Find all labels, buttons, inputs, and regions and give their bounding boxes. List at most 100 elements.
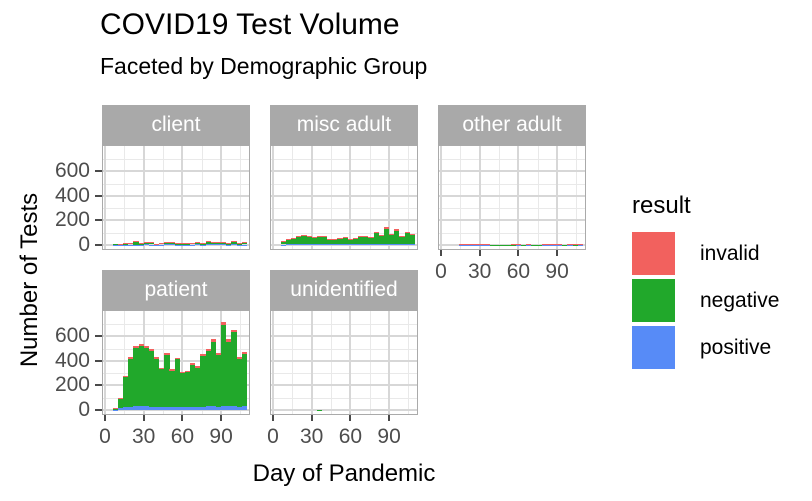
- bar-segment-negative: [190, 243, 196, 245]
- y-tick-label: 0: [78, 398, 90, 421]
- x-tick-label: 60: [170, 425, 195, 448]
- gridline-minor: [271, 208, 417, 210]
- gridline-major: [310, 146, 313, 249]
- legend-entry-invalid: invalid: [632, 232, 779, 275]
- bar-segment-invalid: [179, 371, 185, 374]
- bar-segment-positive: [226, 406, 232, 410]
- bar-segment-negative: [231, 332, 237, 407]
- bar-segment-negative: [205, 351, 211, 407]
- bar-segment-positive: [236, 406, 242, 410]
- bar-segment-invalid: [143, 346, 149, 348]
- gridline-minor: [103, 324, 249, 326]
- bar-segment-positive: [128, 406, 134, 410]
- gridline-major: [517, 146, 520, 249]
- bar-segment-positive: [215, 244, 222, 245]
- facet-strip-label: patient: [144, 278, 208, 301]
- bar-segment-positive: [316, 244, 323, 245]
- bar-segment-negative: [479, 243, 485, 245]
- bar-segment-positive: [378, 244, 384, 245]
- bar-segment-negative: [337, 238, 343, 245]
- bar-segment-negative: [148, 242, 155, 245]
- bar-segment-invalid: [301, 235, 307, 237]
- bar-segment-negative: [280, 241, 286, 245]
- gridline-major: [439, 244, 585, 246]
- bar-segment-positive: [332, 244, 338, 245]
- bar-segment-invalid: [205, 241, 211, 242]
- bar-segment-negative: [378, 236, 384, 245]
- bar-segment-negative: [332, 239, 338, 245]
- gridline-major: [103, 244, 249, 246]
- x-axis-tick: [517, 250, 520, 256]
- bar-segment-invalid: [169, 369, 175, 371]
- gridline-minor: [271, 232, 417, 234]
- y-tick-label: 0: [78, 233, 90, 256]
- bar-segment-positive: [404, 244, 410, 245]
- gridline-major: [271, 170, 417, 173]
- bar-segment-negative: [296, 237, 302, 245]
- bar-segment-positive: [296, 244, 302, 245]
- y-tick-label: 200: [54, 373, 90, 397]
- bar-segment-negative: [112, 408, 118, 410]
- gridline-minor: [271, 183, 417, 185]
- bar-segment-negative: [143, 242, 149, 245]
- facet-panel: [270, 145, 418, 250]
- bar-segment-invalid: [306, 236, 312, 238]
- bar-segment-positive: [117, 407, 124, 410]
- gridline-major: [439, 219, 585, 222]
- gridline-major: [478, 146, 481, 249]
- gridline-minor: [103, 208, 249, 210]
- bar-segment-positive: [231, 406, 237, 410]
- bar-segment-positive: [148, 406, 155, 410]
- gridline-minor: [103, 348, 249, 350]
- bar-segment-positive: [205, 244, 211, 245]
- bar-segment-negative: [159, 368, 165, 407]
- bar-segment-negative: [164, 242, 170, 245]
- bar-segment-positive: [291, 244, 297, 245]
- facet-panel: [102, 310, 250, 415]
- bar-segment-negative: [316, 236, 323, 245]
- x-tick-label: 0: [99, 425, 111, 448]
- gridline-minor: [271, 373, 417, 375]
- bar-segment-invalid: [138, 344, 144, 347]
- bar-segment-negative: [383, 228, 390, 244]
- y-axis-tick: [95, 384, 102, 387]
- gridline-minor: [408, 311, 410, 414]
- y-tick-label: 200: [54, 208, 90, 232]
- bar-segment-negative: [459, 244, 465, 245]
- bar-segment-positive: [195, 406, 201, 410]
- gridline-major: [439, 170, 585, 173]
- x-axis-tick: [440, 250, 442, 256]
- x-tick-label: 90: [545, 260, 569, 283]
- bar-segment-invalid: [311, 237, 317, 238]
- bar-segment-positive: [389, 244, 395, 245]
- bar-segment-negative: [241, 354, 247, 407]
- bar-segment-negative: [577, 244, 583, 245]
- bar-segment-invalid: [215, 352, 222, 355]
- bar-segment-positive: [184, 407, 191, 410]
- bar-segment-negative: [133, 347, 139, 407]
- gridline-major: [104, 146, 106, 249]
- facet-strip-label: client: [151, 113, 201, 136]
- bar-segment-positive: [221, 244, 227, 245]
- gridline-major: [349, 146, 352, 249]
- gridline-major: [271, 359, 417, 362]
- x-axis-tick: [104, 415, 106, 421]
- bar-segment-negative: [179, 242, 185, 245]
- bar-segment-negative: [215, 354, 222, 407]
- legend-swatch-invalid: [632, 232, 675, 275]
- chart-subtitle: Faceted by Demographic Group: [100, 53, 428, 79]
- gridline-major: [142, 146, 145, 249]
- gridline-minor: [331, 311, 333, 414]
- x-axis-tick: [349, 415, 352, 421]
- bar-segment-negative: [373, 232, 379, 244]
- bar-segment-negative: [184, 371, 191, 408]
- y-tick-label: 600: [54, 324, 90, 348]
- bar-segment-positive: [342, 244, 348, 245]
- bar-segment-negative: [138, 242, 144, 245]
- bar-segment-negative: [322, 237, 328, 245]
- gridline-major: [271, 194, 417, 197]
- gridline-minor: [537, 146, 539, 249]
- bar-segment-positive: [169, 244, 175, 245]
- bar-segment-negative: [358, 237, 364, 245]
